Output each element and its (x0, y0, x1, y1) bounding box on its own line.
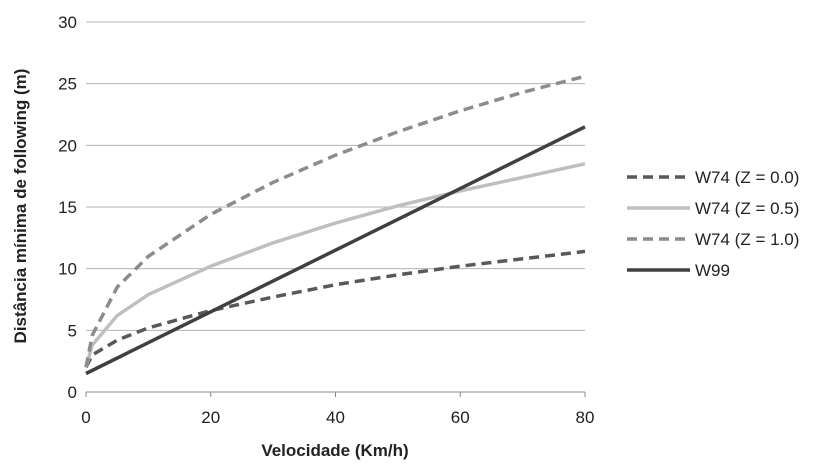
legend-label: W74 (Z = 0.5) (695, 199, 799, 218)
x-tick-label: 80 (576, 408, 595, 427)
x-tick-label: 0 (81, 408, 90, 427)
y-axis-title: Distância mínima de following (m) (11, 69, 30, 344)
x-axis-ticks: 0 20 40 60 80 (81, 392, 594, 427)
x-tick-label: 60 (451, 408, 470, 427)
y-tick-label: 0 (68, 383, 77, 402)
legend: W74 (Z = 0.0) W74 (Z = 0.5) W74 (Z = 1.0) W… (627, 168, 799, 280)
legend-label: W74 (Z = 1.0) (695, 230, 799, 249)
y-tick-label: 30 (58, 13, 77, 32)
plot-series (84, 74, 586, 376)
x-axis-title: Velocidade (Km/h) (261, 441, 408, 460)
y-tick-label: 10 (58, 260, 77, 279)
y-tick-label: 20 (58, 136, 77, 155)
legend-label: W74 (Z = 0.0) (695, 168, 799, 187)
legend-label: W99 (695, 261, 730, 280)
x-tick-label: 40 (326, 408, 345, 427)
series-line-1 (84, 249, 586, 369)
series-line-4 (85, 125, 586, 376)
series-line-2 (84, 162, 586, 368)
y-tick-label: 5 (68, 321, 77, 340)
y-axis-ticks: 0 5 10 15 20 25 30 (58, 13, 77, 402)
x-tick-label: 20 (201, 408, 220, 427)
series-line-3 (84, 74, 586, 368)
gridlines (86, 21, 585, 331)
y-tick-label: 25 (58, 75, 77, 94)
y-tick-label: 15 (58, 198, 77, 217)
